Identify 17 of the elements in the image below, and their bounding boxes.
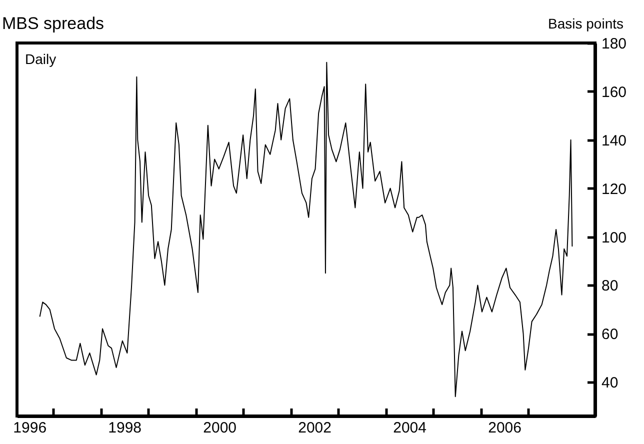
x-tick-label: 2004 — [393, 420, 426, 436]
y-tick-label: 80 — [602, 278, 618, 295]
x-tick-label: 1998 — [108, 420, 142, 436]
y-tick-label: 100 — [602, 229, 627, 246]
y-tick-label: 120 — [602, 180, 627, 198]
y-tick-label: 40 — [602, 374, 618, 392]
annotation: Daily — [25, 51, 56, 67]
chart-title: MBS spreads — [2, 14, 104, 33]
y-axis-title: Basis points — [548, 16, 624, 32]
y-tick-label: 160 — [602, 84, 627, 101]
x-tick-label: 2000 — [203, 420, 237, 436]
y-tick-label: 60 — [602, 326, 618, 344]
x-tick-label: 1996 — [13, 420, 47, 436]
y-tick-label: 180 — [602, 36, 627, 52]
y-tick-label: 140 — [602, 132, 627, 150]
x-tick-label: 2006 — [488, 420, 522, 436]
x-tick-label: 2002 — [298, 420, 332, 436]
